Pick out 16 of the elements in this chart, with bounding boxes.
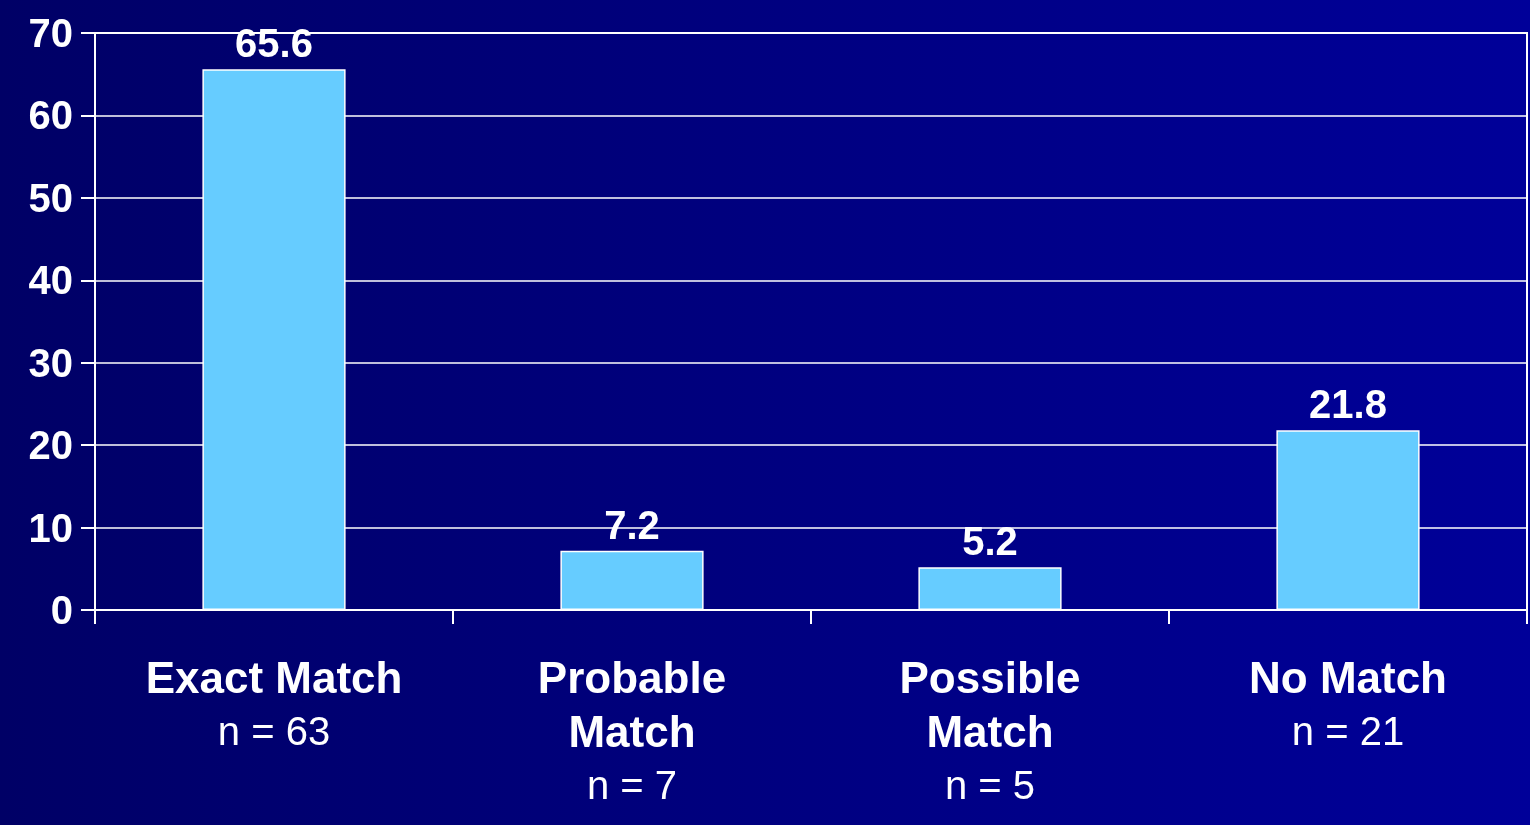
x-tick-label: Exact Match n = 63 [145,652,403,753]
y-tick-label: 60 [28,93,73,138]
data-label: 5.2 [962,519,1018,564]
x-tick-label: Possible Match n = 5 [899,652,1081,807]
y-tick-label: 40 [28,258,73,303]
x-tick-label: No Match n = 21 [1249,652,1447,753]
y-tick-label: 50 [28,175,73,220]
data-label: 21.8 [1309,382,1387,427]
y-tick-label: 70 [28,11,73,55]
y-tick-label: 10 [28,505,73,550]
x-tick-label: Probable Match n = 7 [537,652,727,807]
y-tick-label: 20 [28,423,73,468]
bar [918,567,1062,610]
y-tick-label: 30 [28,340,73,385]
y-tick-label: 0 [50,588,73,632]
bar [560,550,704,610]
